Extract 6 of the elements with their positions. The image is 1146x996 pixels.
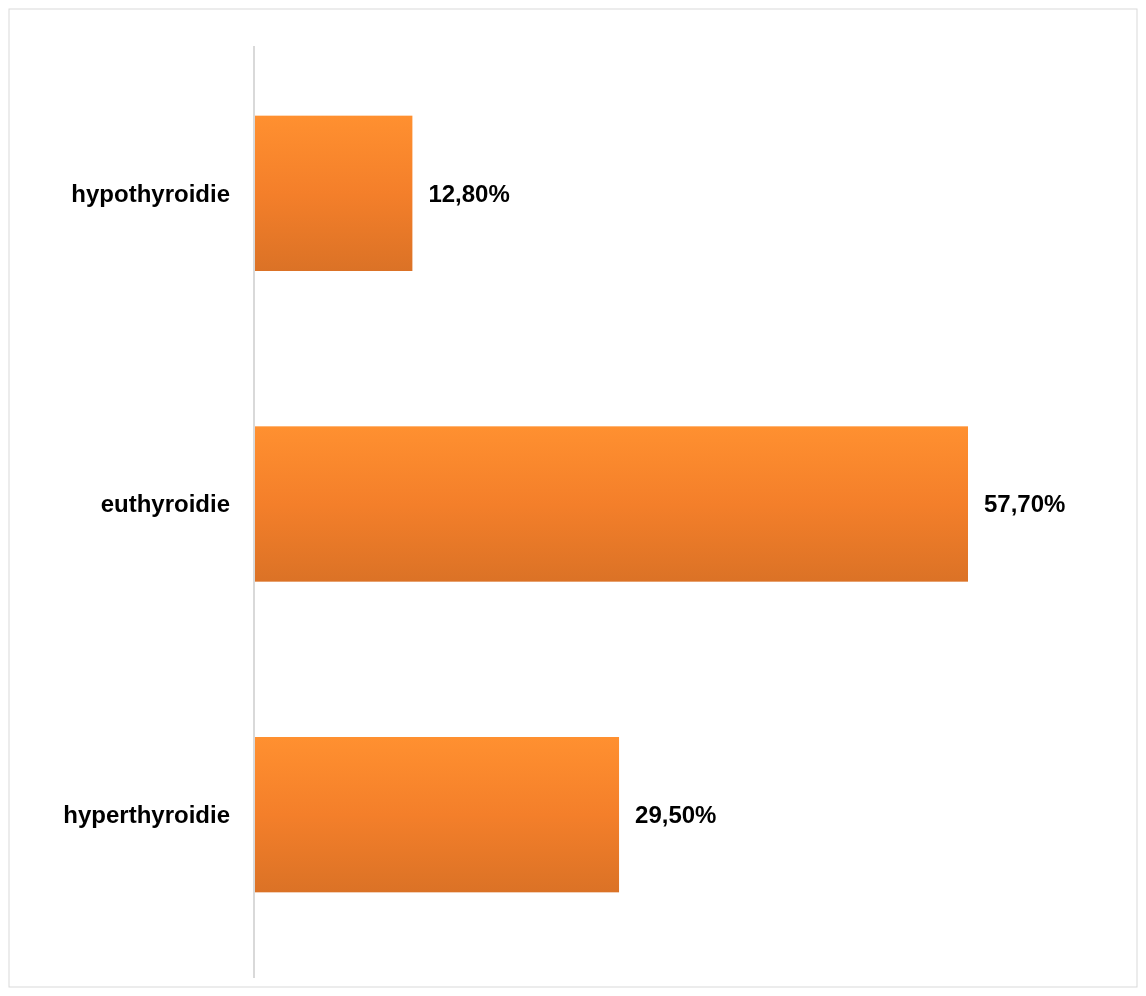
y-tick-label: hypothyroidie xyxy=(71,179,230,207)
data-label: 29,50% xyxy=(635,801,717,829)
data-label: 12,80% xyxy=(428,179,510,207)
y-tick-label: euthyroidie xyxy=(100,490,230,518)
data-label: 57,70% xyxy=(984,490,1066,518)
y-tick-label: hyperthyroidie xyxy=(63,801,230,829)
